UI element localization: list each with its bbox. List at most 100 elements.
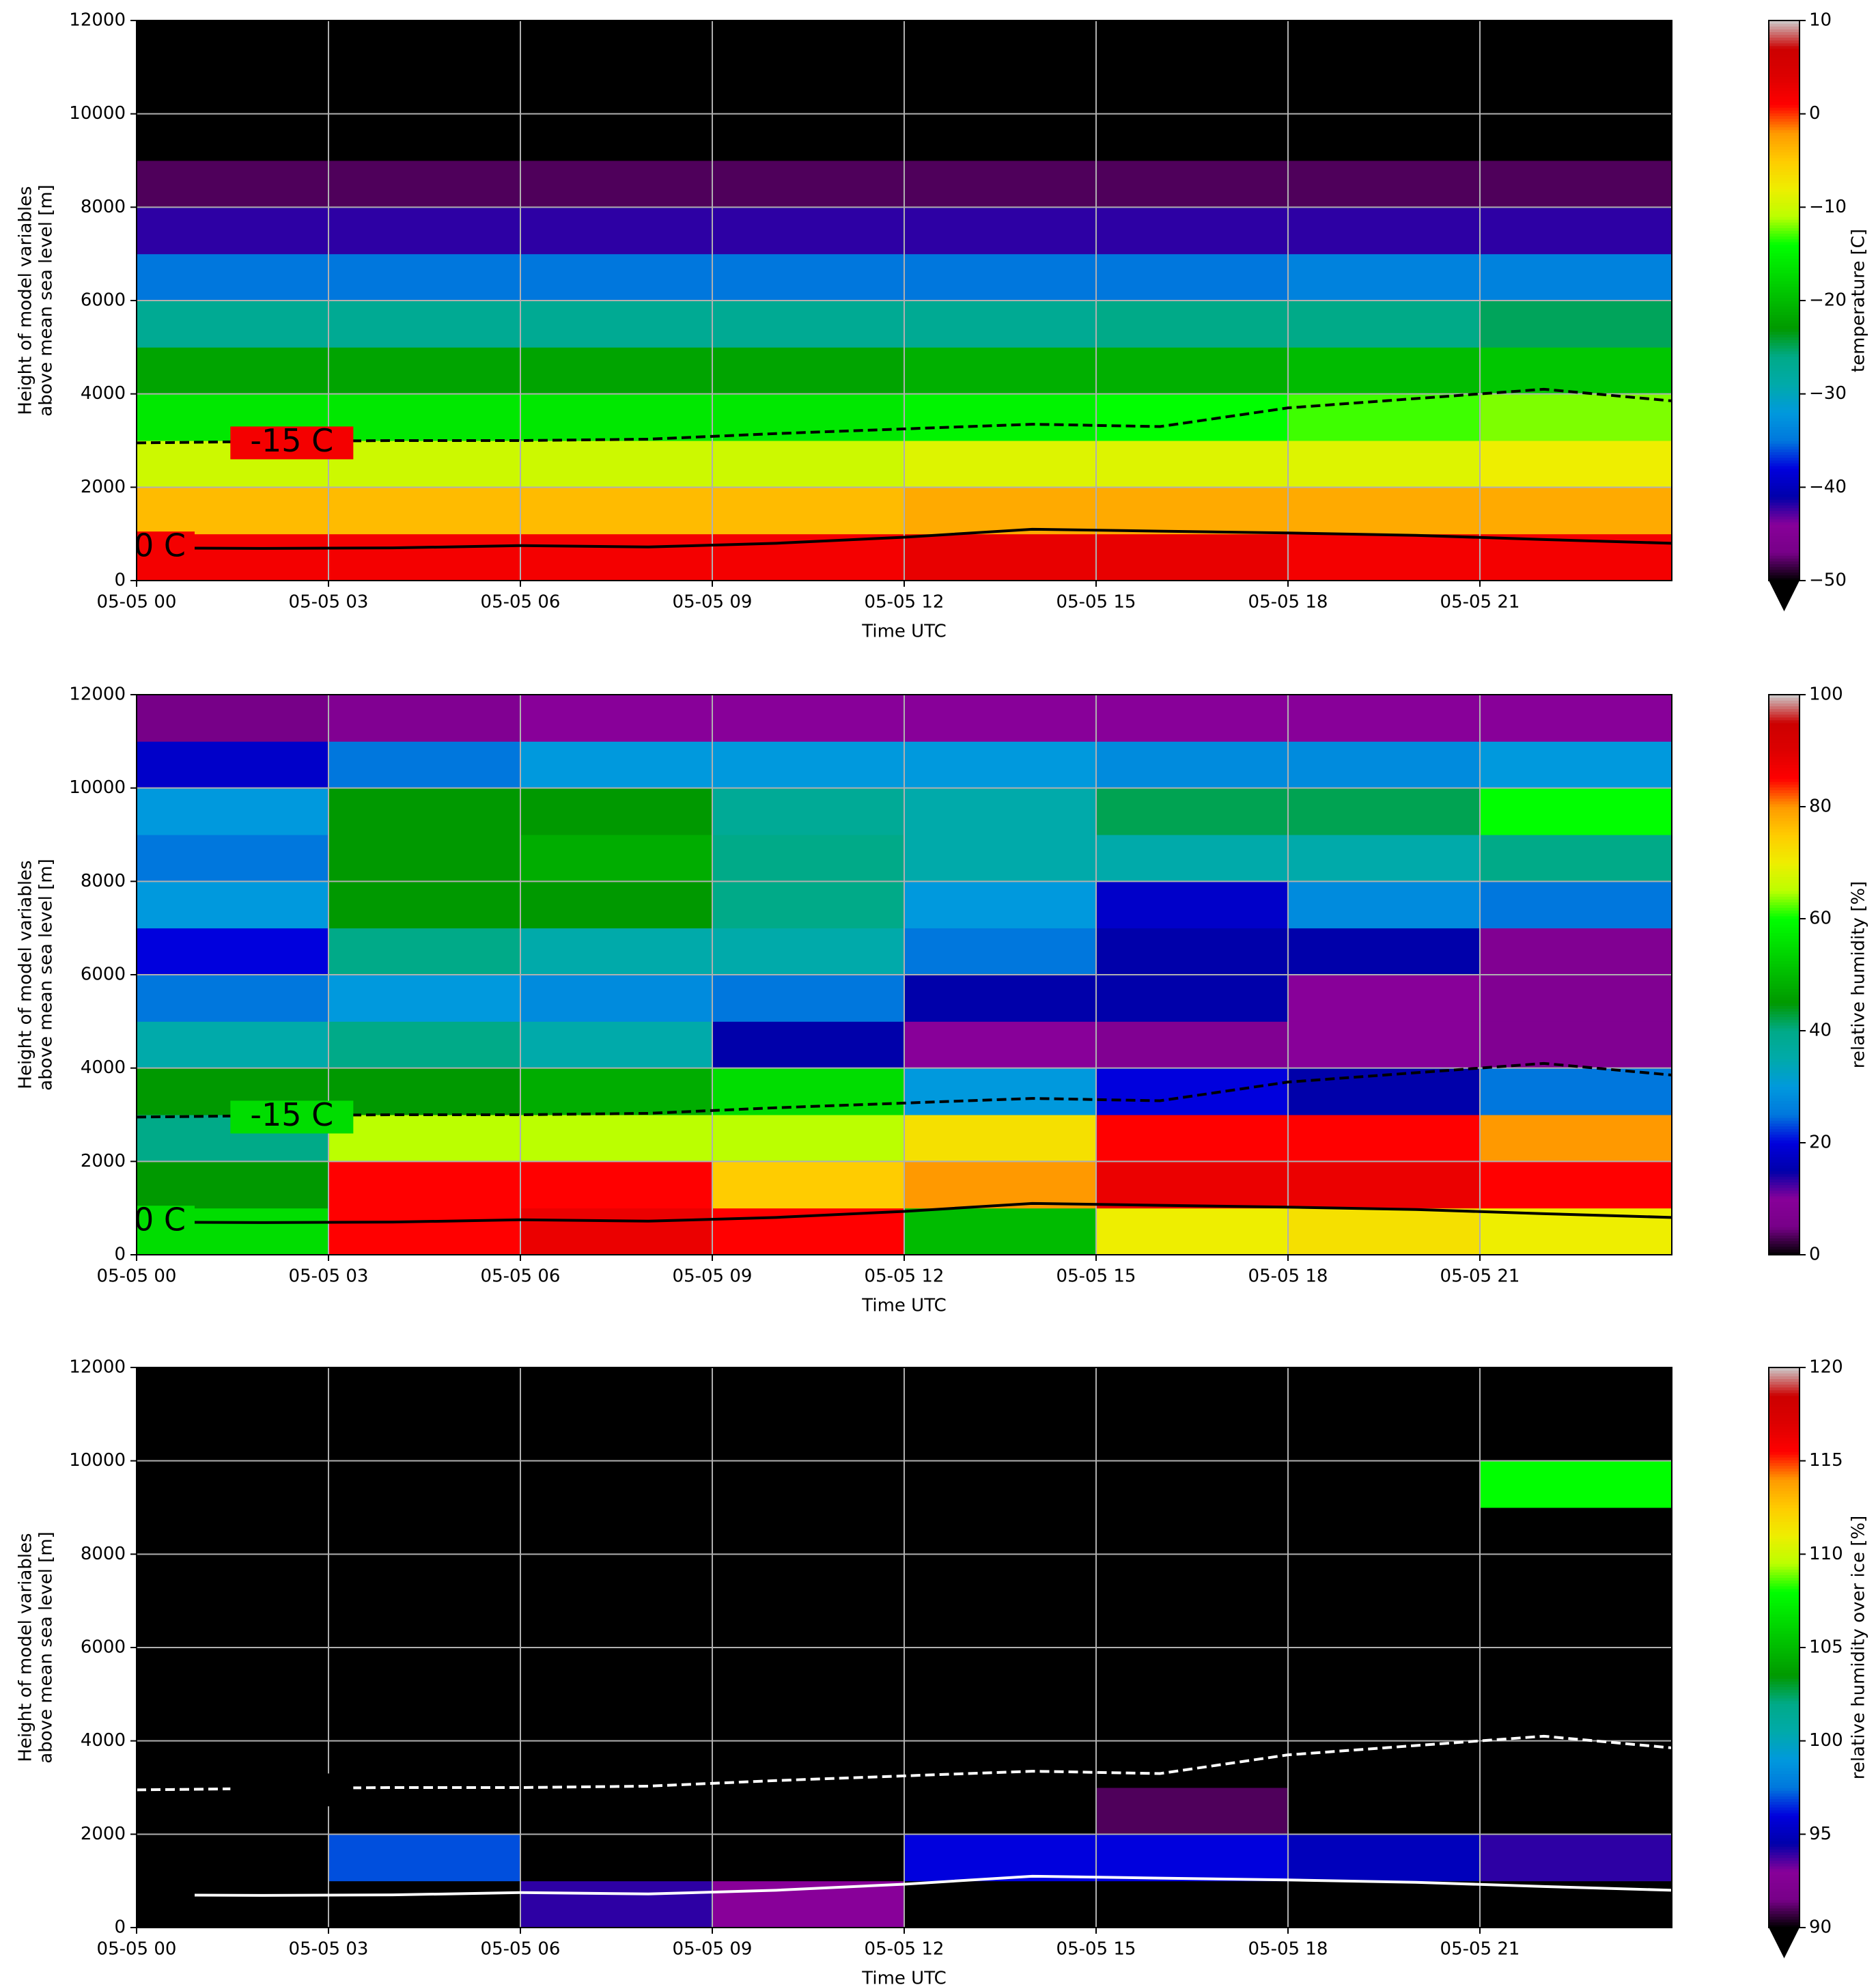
colorbar-segment bbox=[1769, 1857, 1800, 1861]
colorbar-segment bbox=[1769, 1429, 1800, 1432]
colorbar-segment bbox=[1769, 1251, 1800, 1255]
colorbar-segment bbox=[1769, 801, 1800, 805]
colorbar-segment bbox=[1769, 359, 1800, 363]
heatmap-cell bbox=[328, 1208, 521, 1255]
heatmap-cell bbox=[1096, 161, 1289, 208]
colorbar-segment bbox=[1769, 345, 1800, 349]
colorbar-segment bbox=[1769, 1779, 1800, 1783]
colorbar-segment bbox=[1769, 197, 1800, 200]
colorbar-segment bbox=[1769, 1507, 1800, 1511]
colorbar-segment bbox=[1769, 1900, 1800, 1903]
colorbar-segment bbox=[1769, 462, 1800, 467]
colorbar-segment bbox=[1769, 1602, 1800, 1607]
heatmap-cell bbox=[712, 1788, 905, 1835]
colorbar-tick-label: −10 bbox=[1809, 197, 1847, 217]
colorbar-segment bbox=[1769, 952, 1800, 956]
colorbar-segment bbox=[1769, 1212, 1800, 1217]
colorbar-segment bbox=[1769, 1616, 1800, 1620]
colorbar-segment bbox=[1769, 1781, 1800, 1785]
heatmap-cell bbox=[904, 788, 1097, 835]
heatmap-cell bbox=[904, 207, 1097, 255]
colorbar-segment bbox=[1769, 731, 1800, 734]
colorbar-segment bbox=[1769, 1151, 1800, 1154]
heatmap-cell bbox=[904, 1507, 1097, 1555]
y-axis-label: Height of model variables bbox=[16, 186, 36, 415]
heatmap-cell bbox=[520, 253, 713, 301]
colorbar-segment bbox=[1769, 1816, 1800, 1819]
colorbar-segment bbox=[1769, 1014, 1800, 1018]
colorbar-segment bbox=[1769, 451, 1800, 456]
colorbar-segment bbox=[1769, 1891, 1800, 1895]
colorbar-segment bbox=[1769, 1849, 1800, 1852]
colorbar-segment bbox=[1769, 230, 1800, 234]
heatmap-cell bbox=[137, 253, 329, 301]
colorbar-segment bbox=[1769, 1072, 1800, 1076]
colorbar-segment bbox=[1769, 1712, 1800, 1715]
heatmap-cell bbox=[904, 301, 1097, 348]
colorbar-segment bbox=[1769, 569, 1800, 573]
colorbar-segment bbox=[1769, 1896, 1800, 1900]
heatmap-cell bbox=[1480, 441, 1672, 488]
colorbar-segment bbox=[1769, 113, 1800, 116]
heatmap-cell bbox=[1480, 928, 1672, 975]
colorbar-segment bbox=[1769, 1488, 1800, 1491]
colorbar-segment bbox=[1769, 1560, 1800, 1564]
colorbar-segment bbox=[1769, 1541, 1800, 1544]
colorbar-tick-label: 120 bbox=[1809, 1357, 1843, 1378]
contour-line bbox=[136, 1874, 1672, 1897]
colorbar-segment bbox=[1769, 40, 1800, 44]
heatmap-cell bbox=[328, 1367, 521, 1415]
heatmap-cell bbox=[137, 1021, 329, 1069]
colorbar-segment bbox=[1769, 1443, 1800, 1447]
heatmap-cell bbox=[1096, 67, 1289, 115]
colorbar-segment bbox=[1769, 1888, 1800, 1892]
colorbar-segment bbox=[1769, 409, 1800, 413]
colorbar-tick-label: 60 bbox=[1809, 908, 1832, 929]
y-tick-label: 6000 bbox=[81, 290, 126, 311]
heatmap-cell bbox=[1096, 1161, 1289, 1209]
colorbar-segment bbox=[1769, 1801, 1800, 1805]
heatmap-cell bbox=[137, 928, 329, 975]
colorbar-segment bbox=[1769, 1081, 1800, 1085]
heatmap-cell bbox=[328, 1021, 521, 1069]
heatmap-cell bbox=[1288, 1021, 1481, 1069]
colorbar-segment bbox=[1769, 792, 1800, 796]
colorbar-segment bbox=[1769, 152, 1800, 156]
heatmap-cell bbox=[1288, 881, 1481, 929]
colorbar-segment bbox=[1769, 385, 1800, 388]
colorbar-segment bbox=[1769, 1664, 1800, 1668]
heatmap-cell bbox=[712, 1554, 905, 1602]
colorbar-segment bbox=[1769, 1748, 1800, 1752]
colorbar-segment bbox=[1769, 477, 1800, 480]
colorbar-segment bbox=[1769, 1490, 1800, 1495]
colorbar-segment bbox=[1769, 764, 1800, 768]
colorbar-segment bbox=[1769, 1536, 1800, 1539]
label-gap bbox=[230, 1100, 354, 1134]
x-tick-label: 05-05 15 bbox=[1056, 1939, 1136, 1960]
heatmap-cell bbox=[1480, 1068, 1672, 1115]
heatmap-cell bbox=[328, 695, 521, 742]
colorbar-segment bbox=[1769, 1557, 1800, 1561]
colorbar-segment bbox=[1769, 1885, 1800, 1889]
colorbar-segment bbox=[1769, 846, 1800, 850]
colorbar-segment bbox=[1769, 143, 1800, 148]
colorbar-segment bbox=[1769, 469, 1800, 472]
heatmap-cell bbox=[712, 1507, 905, 1555]
colorbar-segment bbox=[1769, 418, 1800, 421]
colorbar-segment bbox=[1769, 871, 1800, 874]
colorbar-tick-label: 80 bbox=[1809, 796, 1832, 817]
heatmap-cell bbox=[137, 1648, 329, 1695]
colorbar-segment bbox=[1769, 311, 1800, 316]
colorbar-segment bbox=[1769, 930, 1800, 934]
heatmap-cell bbox=[1480, 1367, 1672, 1415]
heatmap-cell bbox=[712, 928, 905, 975]
heatmap-cell bbox=[712, 1648, 905, 1695]
heatmap-cell bbox=[328, 347, 521, 395]
x-tick-label: 05-05 21 bbox=[1440, 592, 1520, 613]
heatmap-cell bbox=[520, 301, 713, 348]
heatmap-cell bbox=[520, 347, 713, 395]
colorbar-segment bbox=[1769, 1821, 1800, 1824]
colorbar-segment bbox=[1769, 1031, 1800, 1034]
colorbar-segment bbox=[1769, 378, 1800, 383]
heatmap-cell bbox=[328, 975, 521, 1022]
